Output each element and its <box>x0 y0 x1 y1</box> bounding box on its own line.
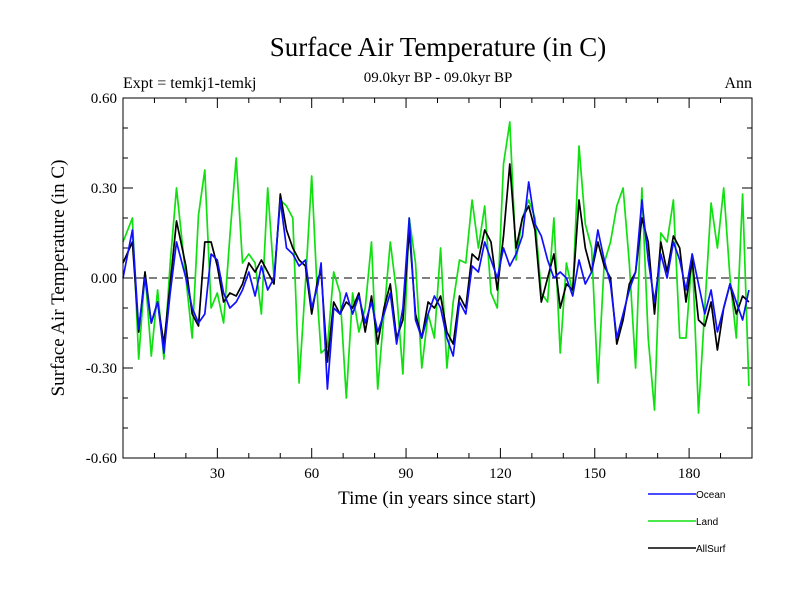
experiment-label: Expt = temkj1-temkj <box>123 75 256 92</box>
y-tick-label: 0.60 <box>91 91 117 107</box>
x-tick-label: 150 <box>584 466 607 482</box>
chart-subtitle: 09.0kyr BP - 09.0kyr BP <box>364 70 513 86</box>
series-line-allsurf <box>122 163 750 363</box>
x-tick-label: 120 <box>489 466 512 482</box>
x-tick-label: 90 <box>399 466 414 482</box>
series-line-land <box>122 121 750 414</box>
legend: Ocean Land AllSurf <box>648 490 726 555</box>
y-tick-label: -0.60 <box>86 451 117 467</box>
x-axis-label: Time (in years since start) <box>338 488 536 509</box>
y-tick-label: 0.30 <box>91 181 117 197</box>
period-label: Ann <box>724 75 752 92</box>
legend-label-allsurf: AllSurf <box>696 544 726 555</box>
x-tick-label: 60 <box>304 466 319 482</box>
x-tick-label: 30 <box>210 466 225 482</box>
legend-label-land: Land <box>696 517 718 528</box>
y-tick-label: 0.00 <box>91 271 117 287</box>
legend-label-ocean: Ocean <box>696 490 725 501</box>
y-tick-label: -0.30 <box>86 361 117 377</box>
plot-frame <box>122 97 753 459</box>
chart-title: Surface Air Temperature (in C) <box>270 32 607 62</box>
x-tick-label: 180 <box>678 466 701 482</box>
series-line-ocean <box>122 181 750 390</box>
y-axis-label: Surface Air Temperature (in C) <box>48 160 69 397</box>
